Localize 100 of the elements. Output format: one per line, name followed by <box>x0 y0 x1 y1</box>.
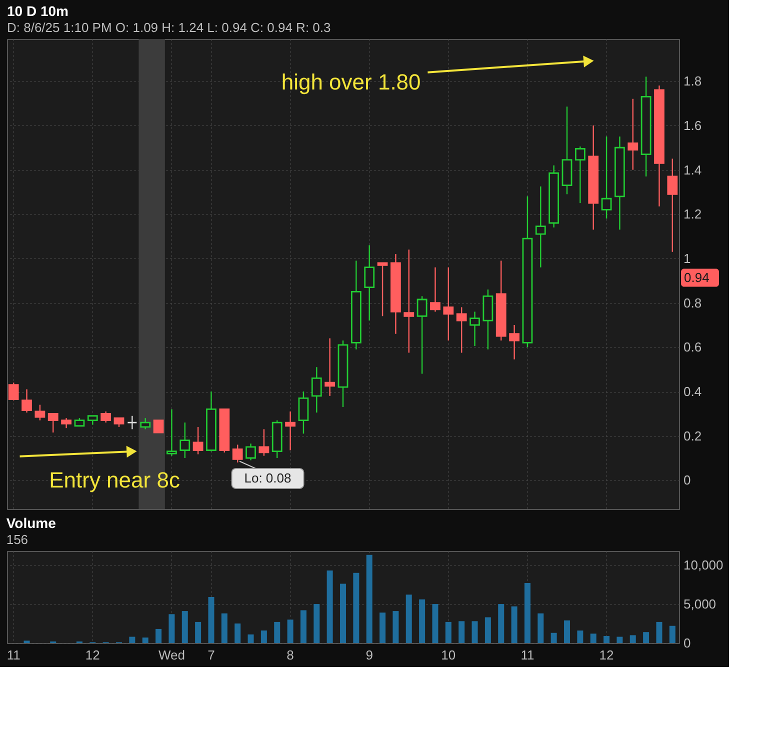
candlestick <box>140 418 151 430</box>
bar <box>432 604 438 643</box>
bar <box>314 604 320 643</box>
bar <box>577 630 584 643</box>
bar <box>538 613 544 643</box>
candlestick <box>601 136 612 220</box>
chart-subtitle: D: 8/6/25 1:10 PM O: 1.09 H: 1.24 L: 0.94 C: 0.94 R: 0.3 <box>7 20 331 35</box>
bar <box>656 622 662 643</box>
bar <box>630 635 636 643</box>
bar <box>643 632 650 643</box>
candlestick <box>443 266 454 342</box>
bar <box>564 620 570 643</box>
candlestick <box>311 366 322 414</box>
candlestick <box>166 408 177 456</box>
x-tick-label: 8 <box>286 648 294 662</box>
candlestick <box>192 426 204 455</box>
x-tick-label: 11 <box>520 648 534 662</box>
candlestick <box>246 443 256 461</box>
bar <box>380 612 386 643</box>
x-tick-label: 10 <box>441 648 456 662</box>
y-tick-label: 0.2 <box>684 428 702 444</box>
bar <box>484 617 491 643</box>
bar <box>498 604 504 643</box>
candlestick <box>509 324 520 360</box>
y-tick-label: 0 <box>684 636 691 650</box>
bar <box>616 636 623 643</box>
bar <box>234 624 241 643</box>
bar <box>142 638 148 643</box>
bar <box>445 622 452 643</box>
text: 0.94 <box>684 270 710 285</box>
candlestick <box>100 410 112 424</box>
candlestick <box>22 388 32 414</box>
candlestick <box>232 444 243 464</box>
candlestick <box>667 158 678 252</box>
bar <box>604 636 610 643</box>
chart-title: Volume <box>6 515 56 531</box>
annotation: high over 1.80 <box>281 70 421 95</box>
bar <box>182 611 188 643</box>
bar <box>366 554 372 643</box>
x-tick-label: 9 <box>366 648 373 662</box>
bar <box>340 584 346 643</box>
candlestick <box>285 410 296 451</box>
bar <box>406 594 412 643</box>
bar <box>326 570 333 643</box>
candlestick <box>416 296 428 374</box>
candlestick <box>470 311 480 347</box>
candlestick <box>430 266 440 312</box>
y-tick-label: 0.8 <box>684 295 702 310</box>
y-tick-label: 0 <box>684 472 691 488</box>
bar <box>129 636 136 643</box>
candlestick <box>61 418 72 429</box>
bar <box>287 620 294 643</box>
bar <box>392 611 399 643</box>
y-tick-label: 1.2 <box>684 206 702 222</box>
candlestick <box>48 412 58 434</box>
bar <box>208 597 214 643</box>
annotation: Entry near 8c <box>49 467 180 492</box>
chart-subtitle: 156 <box>6 532 28 547</box>
x-tick-label: 7 <box>208 648 215 662</box>
bar <box>248 634 254 643</box>
candlestick <box>404 249 414 354</box>
y-tick-label: 1.4 <box>684 162 702 178</box>
y-tick-label: 0.6 <box>684 340 702 355</box>
bar <box>458 621 465 643</box>
candlestick <box>298 390 309 434</box>
y-tick-label: 1 <box>684 250 691 266</box>
bar <box>511 606 518 643</box>
bar <box>195 622 202 643</box>
x-tick-label: Wed <box>158 648 185 662</box>
bar <box>353 572 360 643</box>
x-tick-label: 11 <box>6 648 20 662</box>
candlestick <box>377 262 388 317</box>
bar <box>590 634 596 643</box>
chart-title: 10 D 10m <box>7 3 68 19</box>
bar <box>260 630 267 643</box>
y-tick-label: 1.8 <box>684 74 702 89</box>
candlestick <box>364 244 375 322</box>
candlestick <box>34 404 46 421</box>
y-tick-label: 0.4 <box>684 384 702 399</box>
candlestick <box>153 420 164 434</box>
y-tick-label: 1.6 <box>684 118 702 133</box>
x-tick-label: 12 <box>85 648 100 662</box>
bar <box>419 599 426 643</box>
bar <box>221 613 228 643</box>
bar <box>524 582 530 643</box>
candlestick <box>8 382 19 401</box>
y-tick-label: 10,000 <box>684 558 724 573</box>
bar <box>300 610 306 643</box>
bar <box>274 622 280 643</box>
candlestick <box>180 422 190 459</box>
bar <box>472 621 478 643</box>
bar <box>669 626 676 643</box>
candlestick <box>126 415 138 430</box>
candlestick <box>258 428 270 456</box>
candlestick <box>535 186 546 268</box>
x-tick-label: 12 <box>599 648 614 662</box>
candlestick <box>628 98 638 170</box>
candlestick <box>456 306 467 354</box>
bar <box>156 628 162 643</box>
y-tick-label: 5,000 <box>684 596 716 612</box>
